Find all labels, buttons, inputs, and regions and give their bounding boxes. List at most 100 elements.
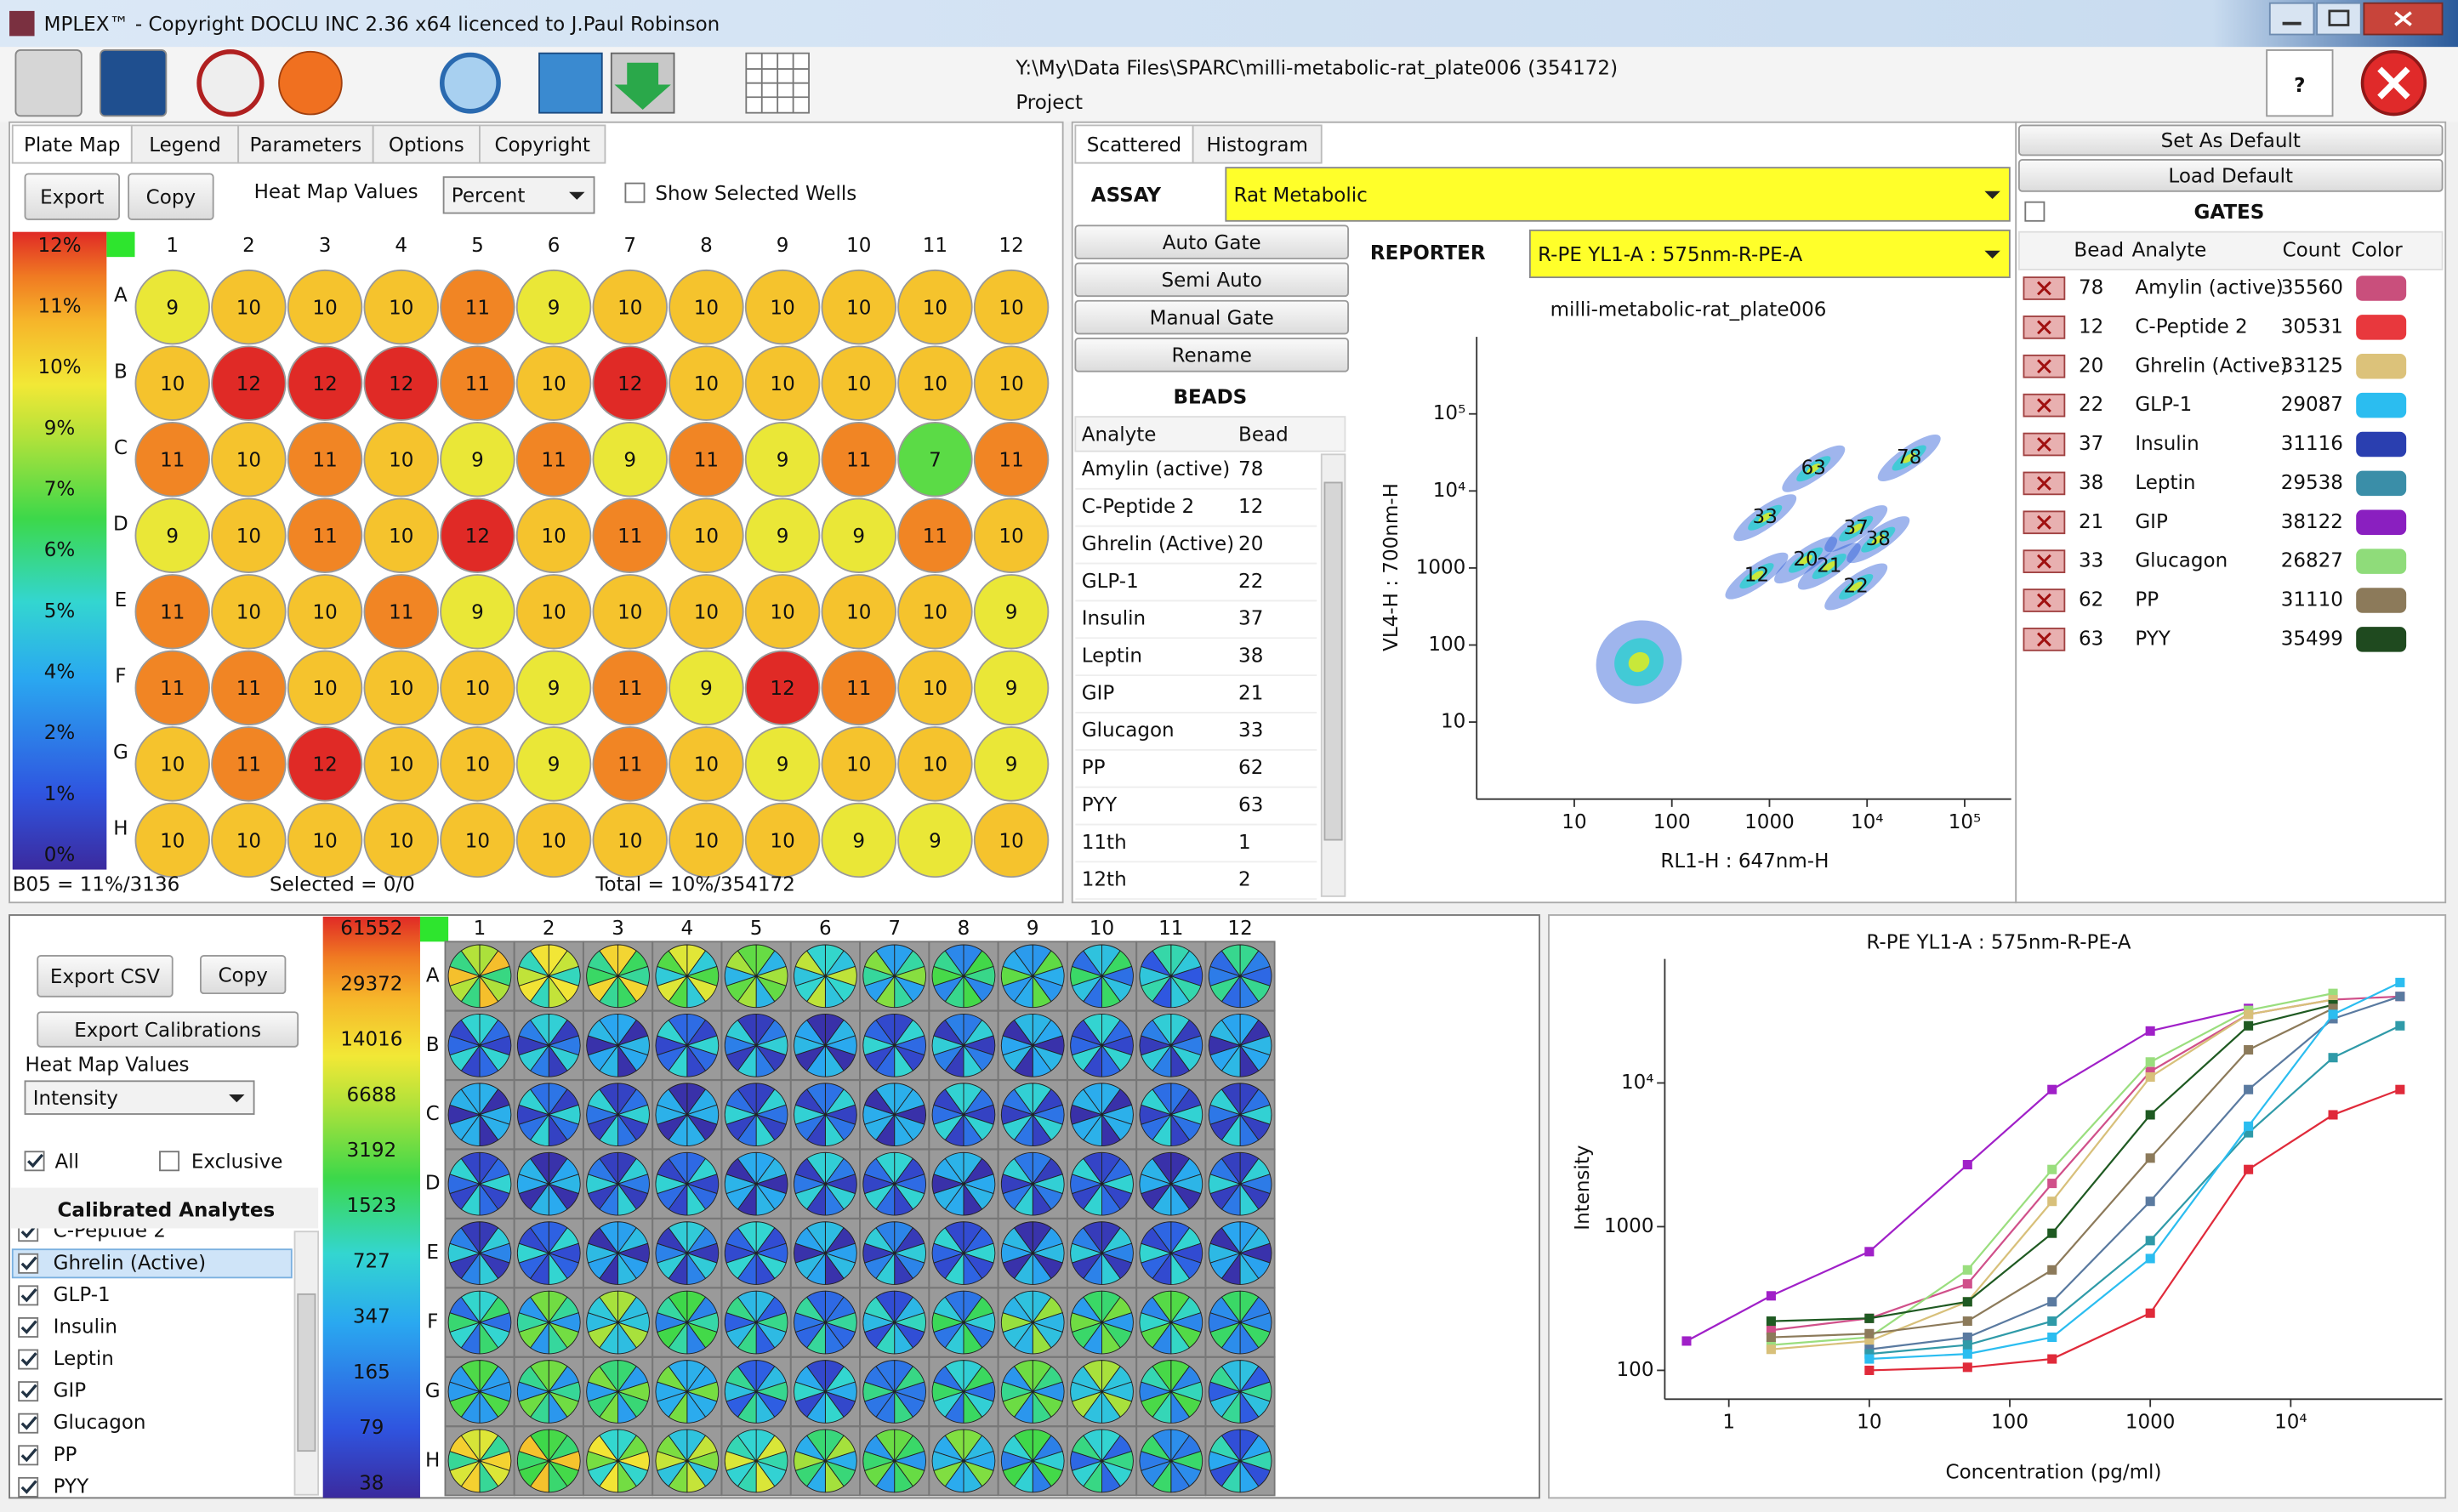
well[interactable]	[440, 726, 515, 802]
well[interactable]	[669, 802, 744, 878]
tool-icon[interactable]	[278, 50, 343, 116]
well[interactable]	[897, 269, 973, 345]
well[interactable]	[134, 650, 210, 726]
tab[interactable]	[11, 124, 133, 164]
button[interactable]	[24, 173, 120, 220]
well[interactable]	[515, 650, 592, 726]
calibration-well[interactable]	[651, 1425, 723, 1497]
calibration-well[interactable]	[1067, 1079, 1137, 1151]
well[interactable]	[897, 726, 973, 802]
well[interactable]	[821, 421, 896, 497]
calibration-well[interactable]	[583, 1148, 654, 1219]
well[interactable]	[897, 421, 973, 497]
well[interactable]	[592, 650, 668, 726]
well[interactable]	[287, 345, 363, 421]
calibration-well[interactable]	[513, 1218, 584, 1289]
well[interactable]	[973, 574, 1050, 650]
well[interactable]	[669, 345, 744, 421]
calibration-well[interactable]	[444, 1148, 515, 1219]
calibration-well[interactable]	[1204, 1218, 1276, 1289]
well[interactable]	[440, 574, 515, 650]
button[interactable]	[1074, 338, 1349, 372]
well[interactable]	[897, 650, 973, 726]
well[interactable]	[211, 574, 287, 650]
well[interactable]	[897, 802, 973, 878]
well[interactable]	[592, 802, 668, 878]
well[interactable]	[287, 726, 363, 802]
calibration-well[interactable]	[859, 1218, 930, 1289]
well[interactable]	[211, 421, 287, 497]
checkbox[interactable]	[624, 182, 646, 203]
well[interactable]	[821, 574, 896, 650]
well[interactable]	[515, 726, 592, 802]
maximize-button[interactable]	[2316, 2, 2362, 36]
gate-color[interactable]	[2356, 549, 2407, 574]
well[interactable]	[973, 421, 1050, 497]
calibration-well[interactable]	[651, 1287, 723, 1358]
tool-icon[interactable]	[196, 49, 265, 117]
well[interactable]	[134, 802, 210, 878]
checkbox[interactable]	[159, 1151, 180, 1172]
calibration-well[interactable]	[651, 1009, 723, 1081]
close-window-button[interactable]	[2363, 2, 2444, 36]
calibration-well[interactable]	[928, 1009, 999, 1081]
calibration-well[interactable]	[997, 941, 1068, 1012]
well[interactable]	[592, 345, 668, 421]
calibration-well[interactable]	[1204, 1356, 1276, 1427]
well[interactable]	[897, 574, 973, 650]
well[interactable]	[744, 574, 821, 650]
tab[interactable]	[372, 124, 481, 164]
tool-icon[interactable]	[100, 49, 168, 117]
gate-color[interactable]	[2356, 354, 2407, 379]
tab[interactable]	[237, 124, 374, 164]
calibration-well[interactable]	[583, 1009, 654, 1081]
well[interactable]	[440, 269, 515, 345]
well[interactable]	[211, 497, 287, 573]
well[interactable]	[211, 345, 287, 421]
well[interactable]	[821, 345, 896, 421]
calibration-well[interactable]	[651, 1356, 723, 1427]
gate-color[interactable]	[2356, 315, 2407, 340]
well[interactable]	[744, 497, 821, 573]
well[interactable]	[744, 726, 821, 802]
calibration-well[interactable]	[444, 1425, 515, 1497]
well[interactable]	[363, 574, 439, 650]
calibration-well[interactable]	[928, 1148, 999, 1219]
well[interactable]	[134, 497, 210, 573]
calibration-well[interactable]	[1067, 1356, 1137, 1427]
calibration-well[interactable]	[859, 1079, 930, 1151]
calibration-well[interactable]	[720, 941, 792, 1012]
calibration-well[interactable]	[928, 1079, 999, 1151]
checkbox[interactable]	[2024, 201, 2045, 222]
well[interactable]	[515, 574, 592, 650]
well[interactable]	[211, 650, 287, 726]
calibration-well[interactable]	[513, 1356, 584, 1427]
well[interactable]	[973, 269, 1050, 345]
well[interactable]	[440, 345, 515, 421]
well[interactable]	[363, 345, 439, 421]
well[interactable]	[821, 650, 896, 726]
calibration-well[interactable]	[583, 1425, 654, 1497]
calibration-well[interactable]	[789, 1009, 861, 1081]
calibration-well[interactable]	[583, 1287, 654, 1358]
tab[interactable]	[1192, 124, 1323, 164]
calibration-well[interactable]	[859, 1148, 930, 1219]
calibration-well[interactable]	[997, 1425, 1068, 1497]
tool-icon[interactable]	[439, 52, 501, 114]
calibration-well[interactable]	[1204, 941, 1276, 1012]
calibration-well[interactable]	[1067, 1287, 1137, 1358]
calibration-well[interactable]	[1135, 1425, 1207, 1497]
button[interactable]	[199, 954, 287, 995]
well[interactable]	[211, 269, 287, 345]
well[interactable]	[897, 497, 973, 573]
well[interactable]	[440, 421, 515, 497]
tab[interactable]	[479, 124, 606, 164]
well[interactable]	[363, 726, 439, 802]
well[interactable]	[744, 345, 821, 421]
calibration-well[interactable]	[444, 1009, 515, 1081]
well[interactable]	[973, 802, 1050, 878]
calibration-well[interactable]	[1135, 1287, 1207, 1358]
button[interactable]	[128, 173, 214, 220]
calibration-well[interactable]	[928, 1218, 999, 1289]
button[interactable]	[1074, 299, 1349, 335]
